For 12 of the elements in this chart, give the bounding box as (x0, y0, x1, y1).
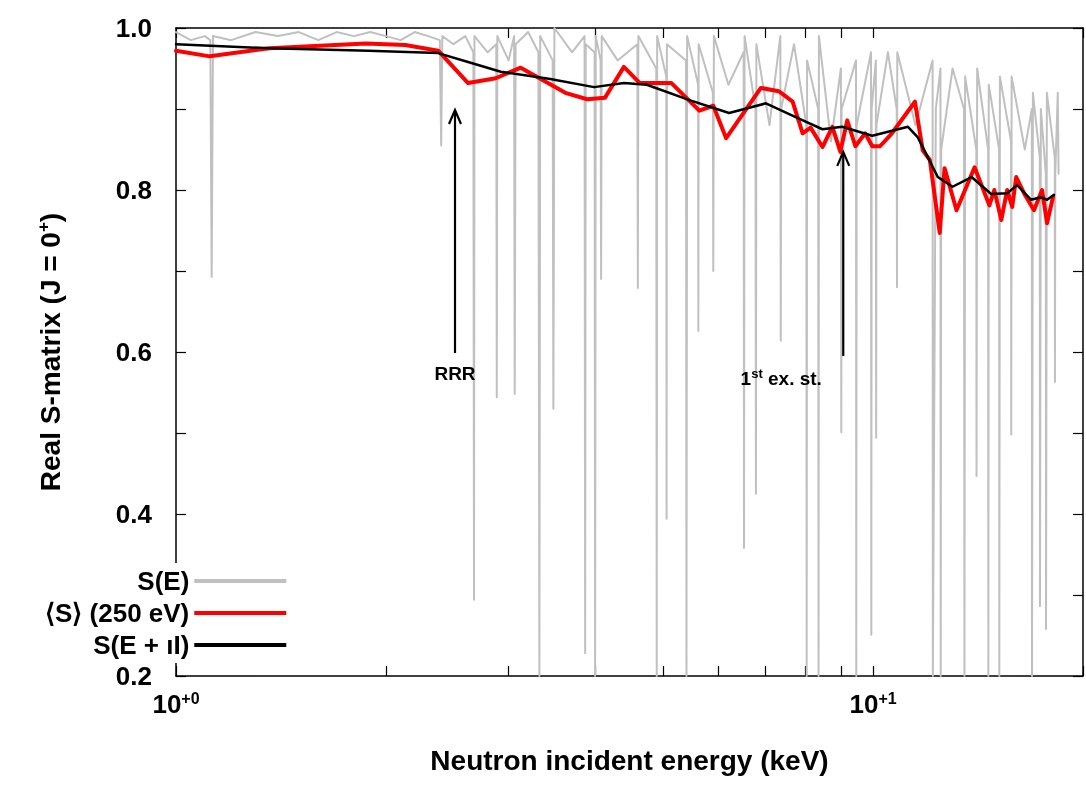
legend-label: S(E + ıI) (93, 630, 190, 660)
y-tick-label: 1.0 (115, 13, 152, 43)
y-axis-title: Real S-matrix (J = 0+) (34, 212, 66, 492)
annotation: 1$^{st}$ ex. st. (740, 365, 822, 391)
legend-label: S(E) (137, 566, 190, 596)
y-tick-label: 0.8 (115, 175, 152, 205)
annotation: RRR (434, 363, 476, 385)
y-tick-label: 0.6 (115, 337, 152, 367)
legend-label: ⟨S⟩ (250 eV) (44, 598, 190, 628)
x-axis-title: Neutron incident energy (keV) (430, 744, 829, 776)
y-tick-label: 0.4 (115, 499, 153, 529)
y-tick-label: 0.2 (115, 661, 152, 691)
